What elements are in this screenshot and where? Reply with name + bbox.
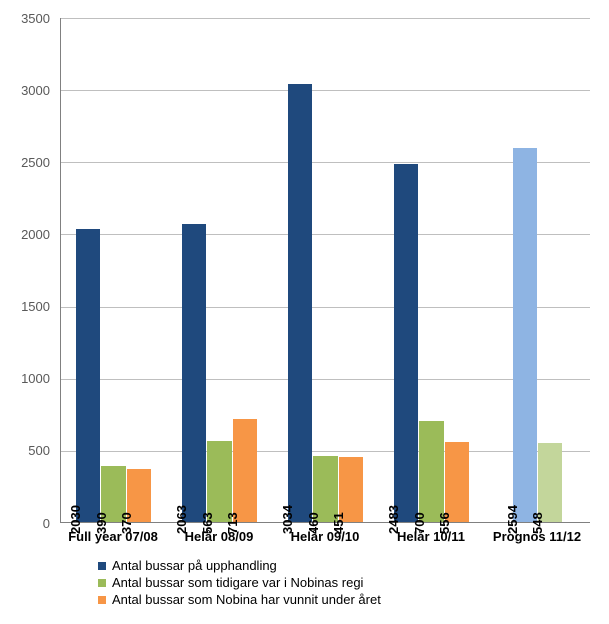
bar [76, 229, 100, 522]
gridline [61, 90, 590, 91]
legend-swatch [98, 562, 106, 570]
y-tick-label: 3000 [0, 83, 50, 98]
bar [445, 442, 469, 522]
legend-label: Antal bussar som Nobina har vunnit under… [112, 592, 381, 607]
legend-label: Antal bussar på upphandling [112, 558, 277, 573]
bar [207, 441, 231, 522]
y-tick-label: 2500 [0, 155, 50, 170]
legend: Antal bussar på upphandling Antal bussar … [98, 558, 381, 609]
gridline [61, 18, 590, 19]
y-tick-label: 1500 [0, 299, 50, 314]
legend-swatch [98, 596, 106, 604]
legend-swatch [98, 579, 106, 587]
legend-item: Antal bussar som tidigare var i Nobinas … [98, 575, 381, 590]
y-tick-label: 3500 [0, 11, 50, 26]
bar [394, 164, 418, 522]
gridline [61, 451, 590, 452]
y-tick-label: 2000 [0, 227, 50, 242]
bar-chart: 2030390370206356371330344604512483700556… [0, 0, 609, 624]
bar [288, 84, 312, 522]
category-label: Helår 09/10 [272, 529, 378, 544]
gridline [61, 307, 590, 308]
plot-area: 2030390370206356371330344604512483700556… [60, 18, 590, 523]
legend-item: Antal bussar som Nobina har vunnit under… [98, 592, 381, 607]
gridline [61, 379, 590, 380]
gridline [61, 234, 590, 235]
bar [182, 224, 206, 522]
category-label: Helår 08/09 [166, 529, 272, 544]
bar [419, 421, 443, 522]
bar [538, 443, 562, 522]
category-label: Prognos 11/12 [484, 529, 590, 544]
legend-label: Antal bussar som tidigare var i Nobinas … [112, 575, 363, 590]
gridline [61, 162, 590, 163]
category-label: Full year 07/08 [60, 529, 166, 544]
y-tick-label: 500 [0, 443, 50, 458]
category-label: Helår 10/11 [378, 529, 484, 544]
bar [513, 148, 537, 522]
bar [233, 419, 257, 522]
legend-item: Antal bussar på upphandling [98, 558, 381, 573]
y-tick-label: 1000 [0, 371, 50, 386]
y-tick-label: 0 [0, 516, 50, 531]
